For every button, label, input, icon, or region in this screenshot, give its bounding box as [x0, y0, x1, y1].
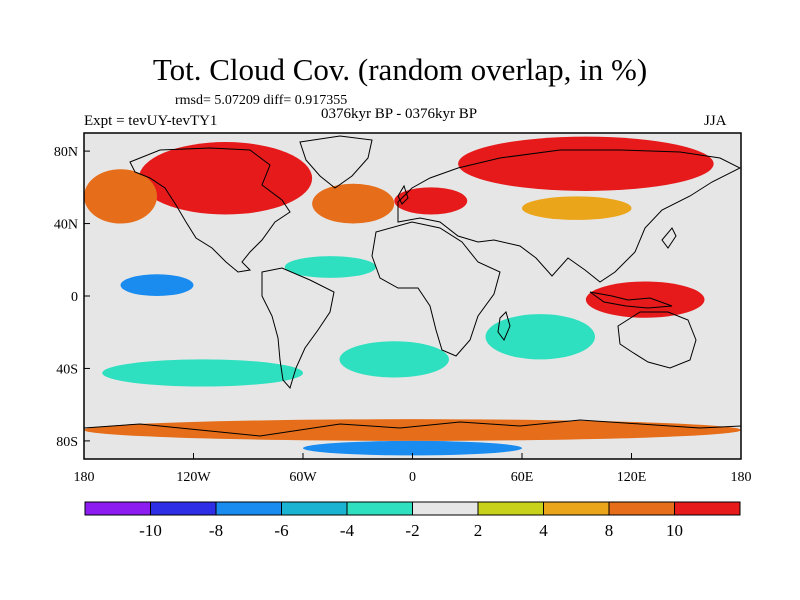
coastline-japan	[661, 227, 677, 249]
colorbar-swatch	[346, 501, 413, 516]
anomaly-region-antarctic-interior-negative	[303, 440, 522, 456]
x-tick-label: 60W	[289, 470, 317, 485]
y-axis-ticks: 80N 40N 0 40S 80S	[54, 145, 90, 450]
anomaly-region-maritime-continent-high	[585, 281, 705, 318]
colorbar-swatch	[281, 501, 348, 516]
colorbar-label: -2	[405, 521, 419, 540]
colorbar-label: -10	[139, 521, 162, 540]
colorbar-label: -8	[209, 521, 223, 540]
coastline-africa	[371, 221, 501, 357]
colorbar-swatch	[412, 501, 479, 516]
anomaly-region-antarctic-coast-positive	[84, 419, 741, 441]
colorbar-swatch	[477, 501, 544, 516]
colorbar: -10 -8 -6 -4 -2 2 4 8 10	[84, 501, 741, 540]
y-tick-label: 40S	[56, 362, 78, 377]
season-label: JJA	[704, 113, 727, 129]
y-tick-label: 80S	[56, 435, 78, 450]
colorbar-label: 4	[539, 521, 548, 540]
colorbar-label: -6	[274, 521, 288, 540]
rmsd-diff-stats: rmsd= 5.07209 diff= 0.917355	[175, 93, 348, 108]
x-tick-label: 120E	[617, 470, 647, 485]
x-tick-label: 180	[731, 470, 752, 485]
coastline-maritime-continent	[589, 291, 673, 309]
coastlines	[84, 135, 741, 437]
map-title: Tot. Cloud Cov. (random overlap, in %)	[152, 52, 648, 87]
colorbar-label: 10	[666, 521, 683, 540]
y-tick-label: 40N	[54, 218, 78, 233]
anomaly-region-east-pacific-negative	[120, 274, 194, 296]
coastline-australia	[617, 311, 697, 369]
colorbar-swatch	[84, 501, 151, 516]
coastline-britain	[397, 184, 409, 205]
anomaly-region-south-atlantic-negative	[339, 341, 449, 378]
anomaly-region-europe-high	[394, 187, 468, 215]
colorbar-swatch	[674, 501, 741, 516]
x-tick-label: 120W	[176, 470, 211, 485]
anomaly-region-tropical-atlantic-negative	[284, 256, 376, 278]
anomaly-region-north-pacific-positive	[84, 169, 157, 224]
experiment-label: Expt = tevUY-tevTY1	[84, 113, 218, 129]
period-label: 0376kyr BP - 0376kyr BP	[321, 106, 478, 122]
anomaly-region-central-asia-positive	[522, 196, 632, 220]
coastline-eurasia	[397, 149, 741, 283]
coastline-greenland	[299, 135, 373, 189]
colorbar-swatch	[543, 501, 610, 516]
colorbar-label: -4	[340, 521, 355, 540]
anomaly-region-south-pacific-negative	[102, 359, 303, 387]
coastline-south-america	[261, 267, 335, 390]
colorbar-label: 8	[605, 521, 614, 540]
colorbar-label: 2	[474, 521, 483, 540]
x-tick-label: 180	[74, 470, 95, 485]
colorbar-swatch	[150, 501, 217, 516]
x-axis-ticks: 180 120W 60W 0 60E 120E 180	[74, 453, 752, 485]
colorbar-swatch	[608, 501, 675, 516]
colorbar-swatch	[215, 501, 282, 516]
coastline-north-america	[129, 147, 291, 273]
x-tick-label: 0	[409, 470, 416, 485]
coastline-antarctica	[84, 419, 741, 437]
anomaly-field	[84, 136, 741, 456]
anomaly-region-north-america-high	[138, 142, 313, 215]
x-tick-label: 60E	[511, 470, 534, 485]
anomaly-region-arctic-eurasia-high	[458, 136, 714, 191]
y-tick-label: 80N	[54, 145, 78, 160]
y-tick-label: 0	[71, 290, 78, 305]
anomaly-region-north-atlantic-high	[312, 183, 395, 224]
coastline-madagascar	[497, 311, 511, 341]
anomaly-region-indian-ocean-negative	[485, 314, 595, 360]
